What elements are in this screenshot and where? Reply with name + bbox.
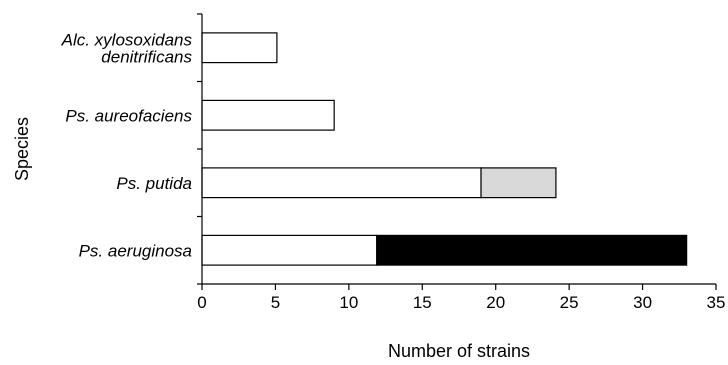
bars-group (201, 32, 688, 266)
y-ticks-group (197, 13, 202, 285)
y-axis-title: Species (12, 117, 32, 181)
x-tick-label: 0 (197, 293, 206, 312)
category-label: denitrificans (101, 47, 192, 66)
bar-segment-2-1 (480, 167, 557, 199)
bar-segment-0-0 (201, 32, 278, 64)
x-tick-label: 35 (707, 293, 726, 312)
category-label: Ps. putida (116, 174, 192, 193)
x-tick-label: 25 (560, 293, 579, 312)
x-ticks-group: 0 5 10 15 20 25 30 35 (197, 284, 725, 312)
x-tick-label: 20 (486, 293, 505, 312)
bar-segment-3-0 (201, 234, 378, 266)
x-tick-label: 15 (413, 293, 432, 312)
bar-segment-2-0 (201, 167, 482, 199)
x-tick-label: 5 (271, 293, 280, 312)
category-label: Alc. xylosoxidans (61, 30, 193, 49)
x-tick-label: 30 (633, 293, 652, 312)
x-tick-label: 10 (339, 293, 358, 312)
category-label: Ps. aeruginosa (79, 241, 192, 260)
category-label: Ps. aureofaciens (65, 106, 192, 125)
x-axis-title: Number of strains (388, 341, 530, 361)
bar-segment-3-2 (376, 234, 688, 266)
bar-segment-1-0 (201, 99, 335, 131)
